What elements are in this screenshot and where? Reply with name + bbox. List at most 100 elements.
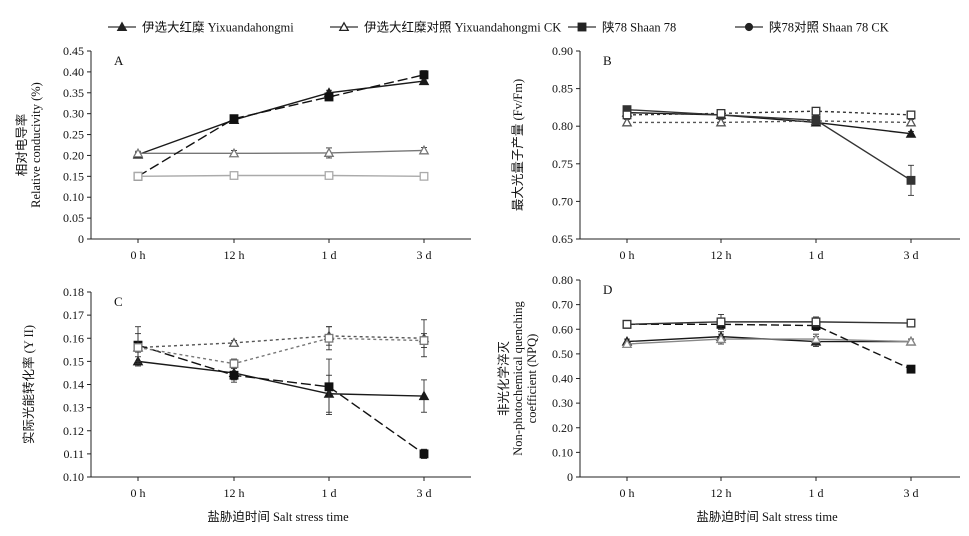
data-point: [811, 115, 821, 125]
x-tick-label: 0 h: [131, 248, 146, 262]
y-tick-label: 0: [567, 470, 573, 484]
data-point: [324, 171, 334, 180]
data-point: [323, 147, 335, 157]
y-tick-label: 0.16: [63, 331, 84, 345]
y-tick-label: 0.10: [552, 445, 573, 459]
legend-label: 伊选大红糜对照 Yixuandahongmi CK: [364, 20, 561, 35]
series-1: [132, 75, 430, 159]
y-axis-title: 相对电导率: [14, 114, 29, 177]
y-tick-label: 0.65: [552, 232, 573, 246]
y-axis-title: Relative conducivity (%): [29, 82, 43, 208]
data-point: [810, 333, 822, 344]
data-point: [418, 144, 430, 155]
data-point: [229, 370, 239, 380]
y-tick-label: 0.80: [552, 119, 573, 133]
x-tick-label: 3 d: [417, 486, 432, 500]
data-point: [715, 333, 727, 344]
data-point: [811, 106, 821, 116]
y-tick-label: 0.35: [63, 86, 84, 100]
chart-panel-d: 0 0.10 0.20 0.30 0.40 0.50 0.60 0.70 0.80 0 h 12 h…: [496, 273, 960, 500]
data-point: [905, 128, 917, 138]
y-tick-label: 0.10: [63, 190, 84, 204]
series-line: [627, 323, 912, 370]
data-point: [905, 116, 917, 127]
series-line: [626, 321, 912, 326]
series-4: [622, 106, 916, 120]
data-point: [716, 317, 726, 327]
data-point: [906, 175, 916, 185]
y-tick-label: 0: [78, 232, 84, 246]
data-point: [228, 147, 240, 158]
y-tick-label: 0.90: [552, 44, 573, 58]
data-point: [133, 171, 143, 181]
chart-panel-a: 0 0.05 0.10 0.15 0.20 0.25 0.30 0.35 0.40 0.45 0 h…: [14, 44, 471, 262]
data-point: [228, 337, 240, 347]
data-point: [324, 92, 334, 102]
data-point: [905, 336, 917, 346]
data-point: [419, 70, 429, 80]
x-tick-label: 1 d: [322, 248, 337, 262]
series-line: [137, 337, 425, 365]
x-tick-label: 12 h: [711, 248, 732, 262]
panel-label: C: [114, 294, 123, 309]
y-tick-label: 0.70: [552, 298, 573, 312]
y-tick-label: 0.80: [552, 273, 573, 287]
series-line: [626, 108, 912, 181]
y-axis-title: 非光化学淬灭: [496, 341, 511, 417]
y-tick-label: 0.85: [552, 82, 573, 96]
series-2: [132, 144, 430, 159]
data-point: [133, 343, 143, 352]
y-tick-label: 0.50: [552, 347, 573, 361]
data-point: [621, 116, 633, 127]
data-point: [906, 110, 916, 120]
y-tick-label: 0.75: [552, 157, 573, 171]
y-tick-label: 0.14: [63, 378, 84, 392]
y-axis-title: coefficient (NPQ): [525, 334, 539, 424]
panel-label: A: [114, 53, 124, 68]
y-tick-label: 0.18: [63, 285, 84, 299]
panels: 0 0.05 0.10 0.15 0.20 0.25 0.30 0.35 0.40 0.45 0 h…: [14, 44, 960, 500]
data-point: [811, 317, 821, 327]
series-line: [627, 120, 912, 124]
data-point: [906, 364, 916, 374]
data-point: [906, 318, 916, 328]
legend-marker: [744, 22, 754, 32]
y-axis-title: Non-photochemical quenching: [511, 301, 525, 456]
y-axis-title: 最大光量子产量 (Fv/Fm): [511, 79, 525, 211]
legend: 伊选大红糜 Yixuandahongmi 伊选大红糜对照 Yixuandahong…: [108, 20, 889, 35]
legend-label: 伊选大红糜 Yixuandahongmi: [142, 20, 294, 35]
series-line: [137, 344, 425, 455]
y-tick-label: 0.17: [63, 308, 84, 322]
y-tick-label: 0.11: [63, 447, 84, 461]
data-point: [132, 147, 144, 158]
x-tick-label: 12 h: [711, 486, 732, 500]
y-tick-label: 0.20: [552, 421, 573, 435]
data-point: [418, 390, 430, 401]
data-point: [229, 359, 239, 369]
legend-label: 陕78对照 Shaan 78 CK: [769, 20, 889, 35]
x-tick-label: 3 d: [417, 248, 432, 262]
y-tick-label: 0.12: [63, 424, 84, 438]
data-point: [418, 75, 430, 86]
x-tick-label: 0 h: [620, 486, 635, 500]
data-point: [621, 338, 633, 349]
x-tick-label: 0 h: [620, 248, 635, 262]
series-line: [137, 335, 425, 349]
data-point: [419, 336, 429, 345]
y-tick-label: 0.15: [63, 354, 84, 368]
legend-marker: [338, 21, 350, 32]
data-point: [229, 171, 239, 180]
series-line: [626, 111, 912, 135]
data-point: [716, 108, 726, 118]
series-line: [137, 80, 425, 156]
series-line: [138, 149, 425, 155]
y-tick-label: 0.30: [552, 396, 573, 410]
x-tick-label: 3 d: [904, 486, 919, 500]
y-tick-label: 0.15: [63, 169, 84, 183]
y-tick-label: 0.30: [63, 107, 84, 121]
x-tick-label: 1 d: [809, 248, 824, 262]
y-tick-label: 0.40: [63, 65, 84, 79]
series-2: [621, 333, 917, 349]
x-tick-label: 12 h: [224, 486, 245, 500]
